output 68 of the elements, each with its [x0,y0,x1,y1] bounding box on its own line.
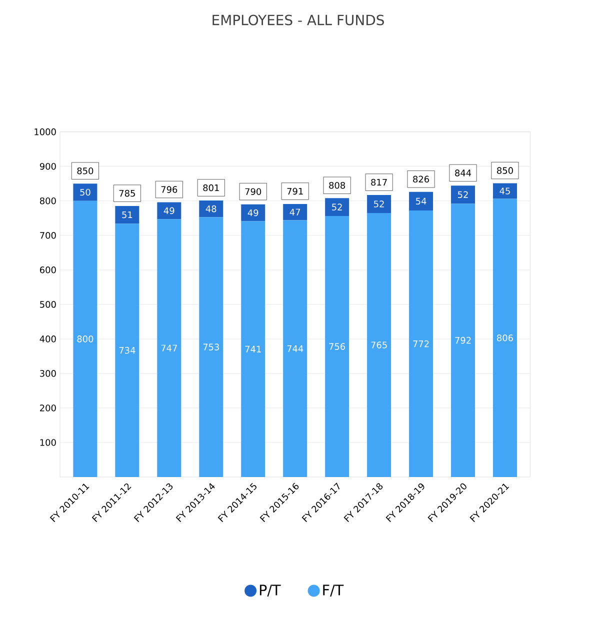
data-label: 806 [497,334,513,342]
data-label: 52 [458,191,468,198]
y-tick-label: 700 [40,232,56,239]
total-label: 791 [287,188,303,195]
bar [367,212,392,477]
data-label: 800 [77,336,94,342]
bar [451,204,476,477]
chart-title: EMPLOYEES - ALL FUNDS [212,14,384,26]
y-tick-label: 100 [40,439,56,446]
bar [157,202,182,220]
bar [73,184,98,201]
total-label: 850 [77,167,94,174]
data-label: 744 [287,345,304,352]
bar [199,200,224,218]
data-label: 54 [416,198,426,205]
bar [241,204,266,222]
data-label: 756 [329,343,346,350]
data-label: 734 [119,346,136,354]
bar [451,186,476,204]
data-label: 52 [332,204,342,210]
data-label: 772 [413,340,429,348]
bar [241,221,266,477]
total-label: 817 [371,178,387,186]
total-label: 850 [497,167,513,174]
y-tick-label: 300 [40,370,56,377]
total-label: 790 [245,188,262,195]
bar [325,216,350,477]
y-tick-label: 600 [40,266,56,274]
data-label: 741 [245,346,261,352]
data-label: 51 [122,212,132,218]
bar [492,183,517,199]
data-label: 45 [500,188,510,194]
y-tick-label: 900 [40,162,56,170]
total-label: 826 [413,176,430,183]
y-tick-label: 400 [40,336,56,342]
total-label: 785 [119,190,135,197]
y-tick-label: 1000 [34,128,56,136]
y-tick-label: 200 [40,404,56,412]
bar [367,194,392,213]
y-tick-label: 500 [40,301,56,308]
y-tick-label: 800 [40,197,56,204]
bar [73,200,98,477]
data-label: 792 [455,336,471,344]
data-label: 48 [206,205,216,212]
data-label: 753 [203,344,219,350]
bar [409,192,434,211]
bar [115,224,140,477]
total-label: 801 [203,184,219,192]
legend-label: P/T [260,584,281,597]
bar [325,198,350,216]
total-label: 844 [455,170,472,176]
data-label: 765 [371,342,387,348]
bar [115,206,140,224]
bar [409,210,434,477]
legend-label: F/T [323,584,344,597]
bar [492,198,517,477]
data-label: 50 [80,188,90,196]
total-label: 796 [161,186,178,193]
total-label: 808 [329,182,346,189]
data-label: 52 [374,200,384,208]
data-label: 49 [248,209,258,216]
data-label: 747 [161,344,177,352]
bar [283,204,308,220]
data-label: 47 [290,208,300,216]
bar [199,217,224,477]
bar [283,220,308,477]
bar [157,219,182,477]
data-label: 49 [164,207,174,214]
